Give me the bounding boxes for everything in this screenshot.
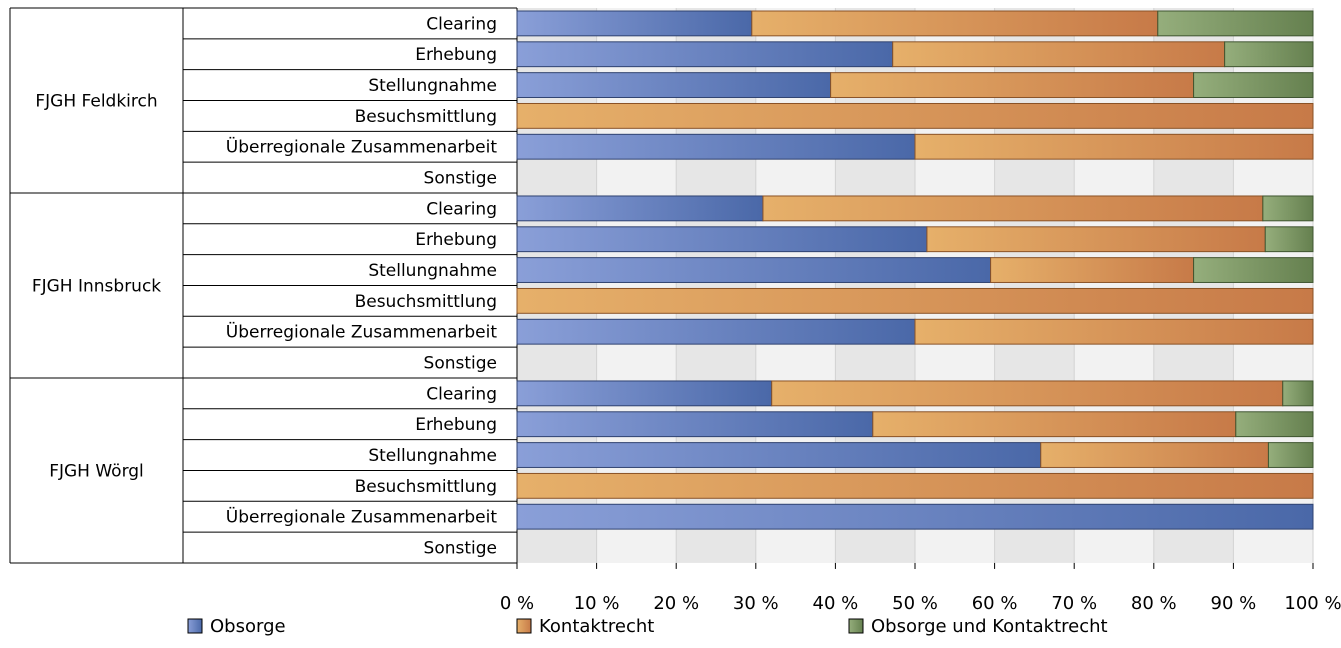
bar-segment-kontaktrecht [830, 72, 1195, 98]
bar-segment-kontaktrecht [516, 472, 1314, 499]
category-label: Stellungnahme [368, 76, 497, 96]
group-label: FJGH Feldkirch [35, 91, 157, 111]
bar-segment-kontaktrecht [751, 10, 1159, 37]
bar-segment-obsorge [516, 503, 1314, 530]
x-axis: 0 % 10 % 20 % 30 % 40 % 50 % 60 % 70 % 80 % 90 % 1… [500, 562, 1341, 614]
legend-label: Obsorge und Kontaktrecht [871, 616, 1108, 637]
bar-segment-kontaktrecht [914, 318, 1314, 345]
bar-segment-kontaktrecht [926, 226, 1266, 253]
category-label: Überregionale Zusammenarbeit [226, 506, 498, 528]
bar-segment-obsorge [516, 257, 992, 283]
tick-label: 40 % [813, 593, 859, 614]
category-label: Besuchsmittlung [355, 107, 497, 127]
category-label: Erhebung [415, 45, 497, 65]
bar-segment-kontaktrecht [516, 287, 1314, 314]
bar-segment-obsorge [516, 411, 874, 438]
bar-segment-kontaktrecht [872, 411, 1237, 438]
bar-segment-kontaktrecht [914, 133, 1314, 160]
bar-segment-kontaktrecht [1040, 442, 1269, 468]
category-label: Sonstige [424, 169, 497, 189]
bar-segment-kontaktrecht [762, 195, 1264, 222]
tick-label: 50 % [892, 593, 938, 614]
bars [516, 10, 1314, 530]
category-label: Stellungnahme [368, 446, 497, 466]
category-label: Clearing [426, 199, 497, 219]
legend-label: Kontaktrecht [539, 616, 654, 637]
grid-band [1074, 8, 1154, 563]
bar-segment-obsorge-und-kontaktrecht [1267, 442, 1314, 468]
bar-segment-obsorge-und-kontaktrecht [1282, 380, 1314, 407]
legend: Obsorge Kontaktrecht Obsorge und Kontaktre… [187, 616, 1108, 637]
tick-label: 90 % [1211, 593, 1257, 614]
bar-segment-obsorge [516, 195, 764, 222]
legend-swatch [848, 618, 864, 634]
bar-segment-kontaktrecht [516, 102, 1314, 129]
category-label: Besuchsmittlung [355, 477, 497, 497]
legend-label: Obsorge [210, 616, 286, 637]
category-label: Überregionale Zusammenarbeit [226, 136, 498, 158]
grid-band [1233, 8, 1313, 563]
tick-label: 0 % [500, 593, 534, 614]
bar-segment-obsorge [516, 41, 894, 68]
grid-band [1153, 8, 1234, 563]
grid-band [517, 8, 597, 563]
tick-label: 100 % [1284, 593, 1341, 614]
category-label: Clearing [426, 14, 497, 34]
grid-band [596, 8, 677, 563]
category-label: Clearing [426, 384, 497, 404]
legend-swatch [187, 618, 203, 634]
bar-segment-kontaktrecht [990, 257, 1195, 283]
tick-label: 70 % [1051, 593, 1097, 614]
bar-segment-obsorge [516, 318, 916, 345]
bar-segment-obsorge [516, 133, 916, 160]
category-label: Erhebung [415, 415, 497, 435]
category-labels: FJGH Feldkirch Clearing Erhebung Stellungna… [32, 14, 497, 558]
tick-label: 60 % [972, 593, 1018, 614]
grid-band [755, 8, 836, 563]
category-label: Sonstige [424, 354, 497, 374]
bar-segment-obsorge-und-kontaktrecht [1224, 41, 1314, 68]
bar-segment-obsorge [516, 380, 773, 407]
bar-segment-obsorge-und-kontaktrecht [1235, 411, 1314, 438]
category-label: Überregionale Zusammenarbeit [226, 321, 498, 343]
category-label: Erhebung [415, 230, 497, 250]
category-label: Besuchsmittlung [355, 292, 497, 312]
bar-segment-kontaktrecht [892, 41, 1226, 68]
group-label: FJGH Innsbruck [32, 276, 161, 296]
bar-segment-kontaktrecht [771, 380, 1284, 407]
grid-band [994, 8, 1075, 563]
bar-segment-obsorge-und-kontaktrecht [1264, 226, 1314, 253]
tick-label: 80 % [1131, 593, 1177, 614]
legend-swatch [516, 618, 532, 634]
grid-band [835, 8, 915, 563]
bar-segment-obsorge-und-kontaktrecht [1193, 257, 1314, 283]
bar-segment-obsorge [516, 10, 753, 37]
plot-background [517, 8, 1313, 563]
tick-label: 20 % [653, 593, 699, 614]
bar-segment-obsorge [516, 442, 1042, 468]
category-label: Stellungnahme [368, 261, 497, 281]
bar-segment-obsorge-und-kontaktrecht [1193, 72, 1314, 98]
bar-segment-obsorge [516, 72, 832, 98]
grid-band [676, 8, 756, 563]
tick-label: 10 % [574, 593, 620, 614]
grid-band [915, 8, 995, 563]
bar-segment-obsorge [516, 226, 928, 253]
bar-segment-obsorge-und-kontaktrecht [1262, 195, 1314, 222]
category-label: Sonstige [424, 539, 497, 559]
bar-segment-obsorge-und-kontaktrecht [1157, 10, 1314, 37]
group-label: FJGH Wörgl [49, 461, 144, 481]
tick-label: 30 % [733, 593, 779, 614]
